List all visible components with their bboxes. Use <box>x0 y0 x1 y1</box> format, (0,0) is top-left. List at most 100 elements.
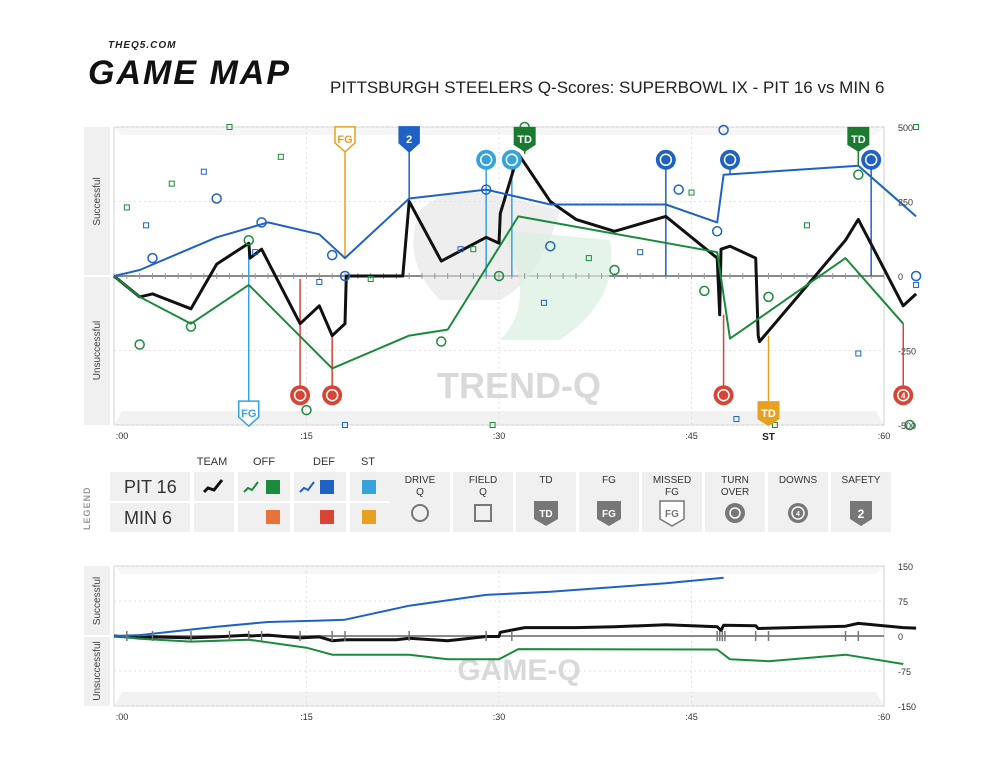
field-q-point-13 <box>200 168 207 175</box>
legend-item-turnover: TURN OVER <box>705 472 765 532</box>
missed-fg-icon: FG <box>652 496 692 532</box>
legend-row-min: MIN 6 <box>124 508 173 528</box>
marker-inner-13 <box>717 388 730 402</box>
drive-q-point-11 <box>134 339 145 350</box>
legend-item-label: SAFETY <box>841 475 881 486</box>
trend-series-team <box>113 152 918 344</box>
legend-item-label: MISSED <box>652 475 692 486</box>
game-q-ylabel-bottom: Unsuccessful <box>92 641 103 700</box>
legend-item-sublabel: Q <box>479 487 487 498</box>
marker-td-4 <box>847 126 870 152</box>
field-q-point-8 <box>804 222 810 229</box>
field-q-point-9 <box>913 124 920 130</box>
drive-q-point-13 <box>243 234 254 246</box>
drive-q-point-8 <box>718 124 729 136</box>
marker-turnover-10 <box>861 149 882 170</box>
trend-q-xtick-2: :30 <box>493 431 506 441</box>
legend-opp-def-square <box>320 510 334 524</box>
legend-item-label: FG <box>602 475 616 486</box>
trend-q-band-bottom <box>84 277 110 425</box>
marker-inner-10 <box>864 153 878 167</box>
legend-header-def: DEF <box>313 456 335 468</box>
game-q-band-bottom <box>84 637 110 706</box>
drive-q-point-7 <box>711 226 723 237</box>
legend-item-missed-fg: MISSED FG FG <box>642 472 702 532</box>
marker-turnover-8 <box>655 149 676 170</box>
legend-off-square <box>266 480 280 494</box>
marker-fg-1 <box>334 126 356 153</box>
marker-inner-6 <box>479 153 493 167</box>
game-q-xtick-3: :45 <box>685 712 698 722</box>
fg-icon: FG <box>589 496 629 532</box>
marker-inner-9 <box>723 153 737 167</box>
game-q-ytick-1: 75 <box>898 597 908 607</box>
legend-opp-st-square <box>362 510 376 524</box>
field-q-point-17 <box>540 299 547 306</box>
brand-site: THEQ5.COM <box>108 40 177 51</box>
trend-q-ylabel-bottom: Unsuccessful <box>92 321 103 380</box>
drive-q-point-2 <box>256 217 267 228</box>
drive-q-point-17 <box>763 291 774 303</box>
field-q-point-19 <box>733 416 740 423</box>
marker-td-5 <box>757 401 780 427</box>
svg-text:FG: FG <box>665 509 679 520</box>
marker-turnover-11 <box>290 385 311 406</box>
field-q-icon <box>463 496 503 532</box>
legend-item-sublabel: FG <box>665 487 679 498</box>
field-q-point-12 <box>143 222 150 229</box>
drive-q-point-15 <box>609 264 620 276</box>
marker-inner-12 <box>325 388 339 402</box>
drive-q-point-5 <box>545 240 556 252</box>
marker-label-3: TD <box>517 134 532 146</box>
turnover-icon <box>715 496 755 532</box>
trend-q-ytick-2: 0 <box>898 272 903 282</box>
marker-safety-2 <box>398 126 420 153</box>
trend-q-xtick-1: :15 <box>300 431 313 441</box>
drive-q-point-12 <box>185 321 197 332</box>
field-q-point-1 <box>168 180 175 187</box>
legend-header-st: ST <box>360 456 376 468</box>
drive-q-point-16 <box>699 285 710 297</box>
trend-q-ytick-1: 250 <box>898 198 913 208</box>
field-q-point-14 <box>252 249 259 256</box>
marker-label-14: 4 <box>901 392 906 401</box>
field-q-point-15 <box>316 278 323 285</box>
legend-def-swatch <box>299 481 315 493</box>
marker-inner-7 <box>505 153 519 167</box>
drive-q-point-19 <box>301 404 312 416</box>
legend-item-label: FIELD <box>468 475 498 486</box>
field-q-point-21 <box>913 281 920 288</box>
svg-text:TD: TD <box>539 509 552 520</box>
legend-item-sublabel: Q <box>416 487 424 498</box>
game-series-offense <box>113 635 904 665</box>
drive-q-point-9 <box>910 270 922 282</box>
safety-icon: 2 <box>841 496 881 532</box>
game-q-xtick-1: :15 <box>300 712 313 722</box>
legend-swatches <box>194 472 390 532</box>
svg-text:2: 2 <box>858 507 865 521</box>
trend-q-band-top <box>84 127 110 275</box>
game-q-floor <box>114 692 884 706</box>
legend-item-drive-q: DRIVE Q <box>390 472 450 532</box>
legend-item-td: TD TD <box>516 472 576 532</box>
brand-logo: GAME MAP <box>88 54 291 92</box>
legend-team-swatch <box>202 479 224 494</box>
legend-item-sublabel: OVER <box>720 487 750 498</box>
legend-header-off: OFF <box>253 456 275 468</box>
legend-opp-off-square <box>266 510 280 524</box>
legend-side-label: LEGEND <box>82 486 92 530</box>
st-label: ST <box>762 432 775 443</box>
legend-item-safety: SAFETY 2 <box>831 472 891 532</box>
marker-td-3 <box>513 126 536 152</box>
marker-turnover-7 <box>501 149 522 170</box>
legend-item-label: DRIVE <box>404 475 436 486</box>
marker-downs-14 <box>893 385 914 406</box>
legend-item-fg: FG FG <box>579 472 639 532</box>
field-q-point-4 <box>367 275 374 282</box>
legend-item-label: TURN <box>721 475 749 486</box>
field-q-point-16 <box>457 246 464 253</box>
legend-item-label: TD <box>539 475 553 486</box>
svg-text:FG: FG <box>602 509 616 520</box>
marker-label-5: TD <box>761 408 776 420</box>
